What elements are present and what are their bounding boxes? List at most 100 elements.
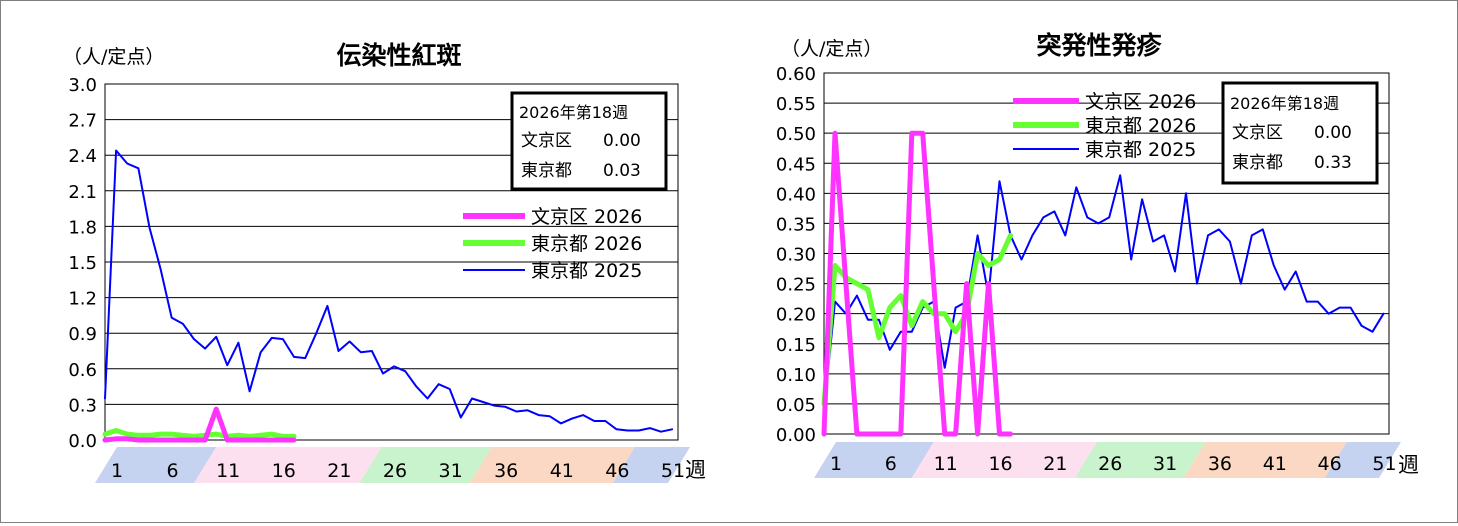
data-point [1109,217,1110,218]
chart-erythema: 伝染性紅斑 （人/定点） 0.0 0.3 0.6 0.9 1.2 1.5 1.8 2.1 2.4… [63,41,706,483]
x-tick-label: 51 [1372,453,1396,475]
info-box-label: 東京都 [1232,153,1283,173]
data-point [216,409,217,410]
x-tick-label: 11 [934,453,958,475]
data-point [327,305,328,306]
data-point [405,371,406,372]
data-point [104,439,105,440]
data-point [922,301,923,302]
data-point [933,283,934,284]
info-box-title: 2026年第18週 [519,103,628,122]
data-point [1339,307,1340,308]
data-point [1262,229,1263,230]
data-point [527,410,528,411]
data-point [438,384,439,385]
y-tick-label: 1.8 [68,217,97,238]
chart-title: 伝染性紅斑 [336,41,461,70]
week-band [814,442,1401,478]
y-tick-label: 0.20 [776,305,816,326]
data-point [338,350,339,351]
data-point [889,349,890,350]
data-point [138,435,139,436]
x-tick-labels: 1 6 11 16 21 26 31 36 41 46 51 [830,453,1397,475]
data-point [416,386,417,387]
y-unit-label: （人/定点） [781,38,882,60]
data-point [160,269,161,270]
data-point [955,307,956,308]
x-tick-label: 1 [830,453,842,475]
data-point [360,352,361,353]
x-tick-label: 16 [988,453,1012,475]
data-point [856,283,857,284]
data-point [856,295,857,296]
data-point [889,433,890,434]
data-point [1054,211,1055,212]
data-point [494,405,495,406]
data-point [988,283,989,284]
x-tick-label: 36 [1208,453,1232,475]
series-line [102,406,297,443]
data-point [149,439,150,440]
data-point [149,227,150,228]
series-lines [102,149,674,443]
y-tick-labels: 0.0 0.3 0.6 0.9 1.2 1.5 1.8 2.1 2.4 2.7 3.0 [68,75,97,452]
y-tick-label: 0.45 [776,154,816,175]
week-band-segment [469,447,635,483]
y-tick-label: 0.3 [68,395,97,416]
data-point [867,289,868,290]
info-box-value: 0.00 [603,131,641,151]
data-point [583,415,584,416]
data-point [1120,175,1121,176]
x-tick-label: 1 [111,460,123,482]
data-point [944,367,945,368]
data-point [282,439,283,440]
y-tick-label: 0.40 [776,184,816,205]
x-tick-label: 46 [605,460,629,482]
data-point [1273,265,1274,266]
info-box-title: 2026年第18週 [1230,94,1339,113]
data-point [889,307,890,308]
data-point [171,317,172,318]
data-point [1295,271,1296,272]
data-point [160,434,161,435]
data-point [249,391,250,392]
data-point [260,439,261,440]
data-point [216,434,217,435]
data-point [823,433,824,434]
y-tick-label: 2.7 [68,111,97,132]
series-line [821,130,1013,437]
data-point [104,434,105,435]
series-line [821,232,1013,407]
x-tick-label: 6 [885,453,897,475]
series-line [102,428,297,439]
week-band-segment [1324,442,1401,478]
data-point [193,436,194,437]
data-point [238,439,239,440]
data-point [1317,301,1318,302]
data-point [944,433,945,434]
data-point [238,435,239,436]
data-point [966,283,967,284]
data-point [867,433,868,434]
data-point [260,435,261,436]
data-point [305,358,306,359]
data-point [856,433,857,434]
data-point [1350,307,1351,308]
data-point [1164,235,1165,236]
chart-title: 突発性発疹 [1036,31,1162,60]
data-point [116,438,117,439]
x-tick-label: 26 [383,460,407,482]
legend-label: 文京区 2026 [1085,91,1196,113]
week-band-segment [359,447,492,483]
data-point [900,331,901,332]
data-point [538,415,539,416]
data-point [878,337,879,338]
data-point [1142,199,1143,200]
data-point [999,181,1000,182]
y-tick-label: 1.5 [68,253,97,274]
legend-label: 東京都 2025 [1085,139,1196,161]
x-tick-label: 26 [1098,453,1122,475]
data-point [1218,229,1219,230]
y-tick-labels: 0.00 0.05 0.10 0.15 0.20 0.25 0.30 0.35 0.40 0.45… [776,64,816,446]
